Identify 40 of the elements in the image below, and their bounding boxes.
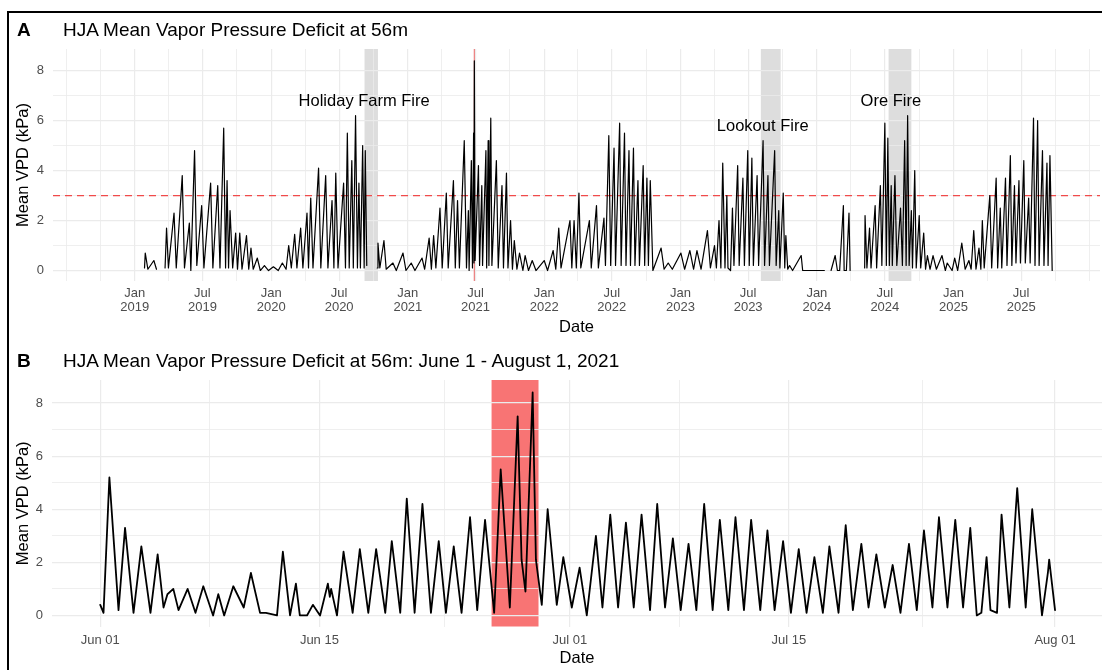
x-tick-label: Jul 2022 — [597, 284, 627, 315]
x-tick-label: Jul 2019 — [187, 284, 217, 315]
x-tick-label: Jul 2021 — [461, 284, 490, 315]
x-axis-title: Date — [559, 647, 595, 666]
x-tick-label: Jan 2019 — [120, 284, 150, 315]
x-tick-label: Jan 2023 — [666, 284, 695, 315]
text: B — [17, 350, 31, 371]
x-tick-label: Jul 2023 — [733, 284, 763, 315]
annotation: Lookout Fire — [716, 116, 809, 135]
annotation: Ore Fire — [860, 91, 922, 110]
y-tick-label: 4 — [36, 162, 44, 178]
annotation: Holiday Farm Fire — [298, 91, 430, 110]
x-axis-title: Date — [559, 316, 594, 335]
y-tick-label: 2 — [35, 553, 43, 569]
x-tick-label: Jan 2021 — [393, 284, 423, 315]
x-tick-label: Jan 2025 — [939, 284, 969, 315]
x-tick-label: Jun 01 — [80, 632, 120, 648]
x-tick-label: Jul 15 — [771, 632, 807, 648]
x-tick-label: Jan 2020 — [256, 284, 286, 315]
x-tick-label: Jun 15 — [299, 632, 339, 648]
y-tick-label: 2 — [36, 212, 44, 228]
x-tick-label: Jul 2024 — [870, 284, 900, 315]
x-tick-label: Jan 2024 — [802, 284, 832, 315]
y-axis-title: Mean VPD (kPa) — [13, 103, 32, 227]
chart-title: HJA Mean Vapor Pressure Deficit at 56m — [63, 18, 408, 40]
x-tick-label: Jul 2025 — [1006, 284, 1036, 315]
y-tick-label: 8 — [36, 62, 44, 78]
x-tick-label: Jan 2022 — [529, 284, 559, 315]
y-tick-label: 0 — [35, 607, 43, 623]
y-tick-label: 6 — [36, 112, 44, 128]
y-axis-title: Mean VPD (kPa) — [13, 441, 32, 566]
y-tick-label: 6 — [35, 447, 43, 463]
x-tick-label: Jul 01 — [552, 632, 588, 648]
text: A — [17, 18, 31, 40]
y-tick-label: 8 — [35, 394, 43, 410]
x-tick-label: Aug 01 — [1034, 632, 1076, 648]
y-tick-label: 4 — [35, 500, 43, 516]
chart-title: HJA Mean Vapor Pressure Deficit at 56m: June 1 - August 1, 2021 — [63, 349, 620, 371]
y-tick-label: 0 — [36, 262, 44, 278]
x-tick-label: Jul 2020 — [324, 284, 354, 315]
